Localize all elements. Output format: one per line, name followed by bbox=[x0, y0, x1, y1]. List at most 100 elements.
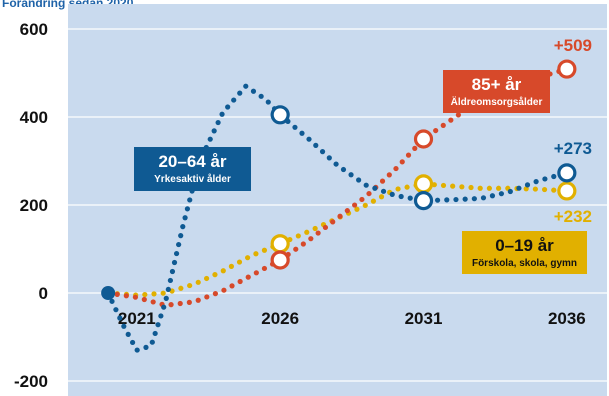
series-point bbox=[313, 142, 319, 148]
series-name: 0–19 år bbox=[495, 236, 554, 255]
y-tick-label: -200 bbox=[14, 372, 48, 391]
series-point bbox=[295, 233, 301, 239]
series-point bbox=[168, 302, 174, 308]
series-point bbox=[300, 241, 306, 247]
series-point bbox=[399, 159, 405, 165]
series-point bbox=[158, 313, 164, 319]
x-tick-label: 2026 bbox=[261, 309, 299, 328]
series-point bbox=[450, 183, 456, 189]
series-point bbox=[178, 233, 184, 239]
end-value-label: +509 bbox=[554, 36, 592, 55]
series-point bbox=[322, 224, 329, 231]
series-point bbox=[121, 323, 127, 329]
series-sublabel: Förskola, skola, gymn bbox=[472, 258, 577, 269]
gridlines bbox=[68, 28, 607, 382]
series-point bbox=[152, 330, 158, 337]
series-point bbox=[362, 202, 368, 209]
series-point bbox=[315, 230, 321, 236]
series-point bbox=[167, 277, 173, 284]
series-point bbox=[165, 286, 171, 293]
series-point bbox=[229, 283, 235, 289]
milestone-marker bbox=[557, 181, 577, 201]
series-1 bbox=[101, 83, 577, 353]
label-box-bg bbox=[134, 147, 251, 191]
series-point bbox=[150, 299, 156, 305]
series-point bbox=[292, 124, 298, 130]
series-point bbox=[312, 225, 318, 232]
series-point bbox=[113, 307, 119, 313]
series-point bbox=[261, 265, 268, 272]
series-point bbox=[363, 182, 369, 188]
series-point bbox=[237, 90, 243, 96]
series-point bbox=[356, 177, 362, 183]
series-point bbox=[407, 195, 413, 201]
series-point bbox=[459, 184, 465, 190]
series-point bbox=[480, 195, 487, 201]
series-point bbox=[378, 194, 385, 200]
series-sublabel: Äldreomsorgsålder bbox=[451, 95, 543, 108]
series-point bbox=[434, 197, 441, 203]
series-point bbox=[132, 294, 139, 300]
series-point bbox=[237, 278, 243, 285]
series-point bbox=[337, 213, 343, 219]
milestone-marker bbox=[413, 129, 434, 149]
series-point bbox=[524, 182, 531, 188]
label-box-bg bbox=[462, 231, 587, 274]
series-point bbox=[204, 294, 210, 300]
series-point bbox=[258, 93, 264, 99]
series-point bbox=[176, 241, 182, 248]
series-point bbox=[221, 287, 227, 293]
series-label-box: 0–19 år Förskola, skola, gymn bbox=[462, 231, 587, 274]
y-tick-label: 0 bbox=[39, 284, 48, 303]
series-name: 85+ år bbox=[472, 75, 522, 94]
series-point bbox=[180, 224, 186, 230]
series-point bbox=[489, 193, 496, 199]
x-tick-label: 2021 bbox=[118, 309, 156, 328]
series-point bbox=[330, 219, 336, 225]
series-point bbox=[462, 196, 468, 202]
start-marker bbox=[101, 286, 116, 300]
x-tick-label: 2036 bbox=[548, 309, 586, 328]
series-point bbox=[299, 130, 305, 136]
series-point bbox=[130, 339, 136, 346]
series-point bbox=[507, 188, 513, 195]
series-point bbox=[250, 88, 257, 94]
series-point bbox=[304, 229, 310, 235]
series-point bbox=[516, 185, 522, 191]
series-point bbox=[212, 291, 219, 297]
series-point bbox=[215, 119, 221, 126]
series-point bbox=[326, 155, 332, 161]
y-tick-label: 600 bbox=[20, 20, 48, 39]
series-point bbox=[109, 298, 115, 304]
chart-subtitle: Förändring sedan 2020 bbox=[2, 0, 134, 10]
series-point bbox=[412, 145, 418, 151]
series-point bbox=[177, 300, 183, 307]
y-tick-label: 200 bbox=[20, 196, 48, 215]
series-point bbox=[225, 104, 231, 110]
series-point bbox=[448, 117, 454, 123]
series-point bbox=[533, 179, 539, 185]
series-point bbox=[253, 251, 259, 257]
milestone-marker bbox=[413, 191, 434, 211]
series-point bbox=[498, 191, 505, 197]
series-point bbox=[444, 197, 450, 203]
x-tick-label: 2031 bbox=[405, 309, 443, 328]
series-point bbox=[348, 172, 354, 178]
series-point bbox=[319, 149, 326, 155]
series-point bbox=[261, 247, 268, 253]
series-point bbox=[243, 83, 249, 89]
series-point bbox=[340, 166, 347, 173]
series-label-box: 20–64 år Yrkesaktiv ålder bbox=[134, 147, 251, 191]
series-point bbox=[212, 272, 218, 278]
milestone-marker bbox=[270, 105, 290, 125]
series-point bbox=[141, 296, 147, 303]
series-point bbox=[265, 99, 271, 105]
series-point bbox=[163, 295, 169, 301]
x-axis-ticks: 2021 2026 2031 2036 bbox=[118, 309, 586, 328]
series-sublabel: Yrkesaktiv ålder bbox=[154, 173, 231, 185]
series-point bbox=[306, 136, 312, 142]
series-point bbox=[359, 196, 365, 203]
series-point bbox=[219, 111, 225, 117]
